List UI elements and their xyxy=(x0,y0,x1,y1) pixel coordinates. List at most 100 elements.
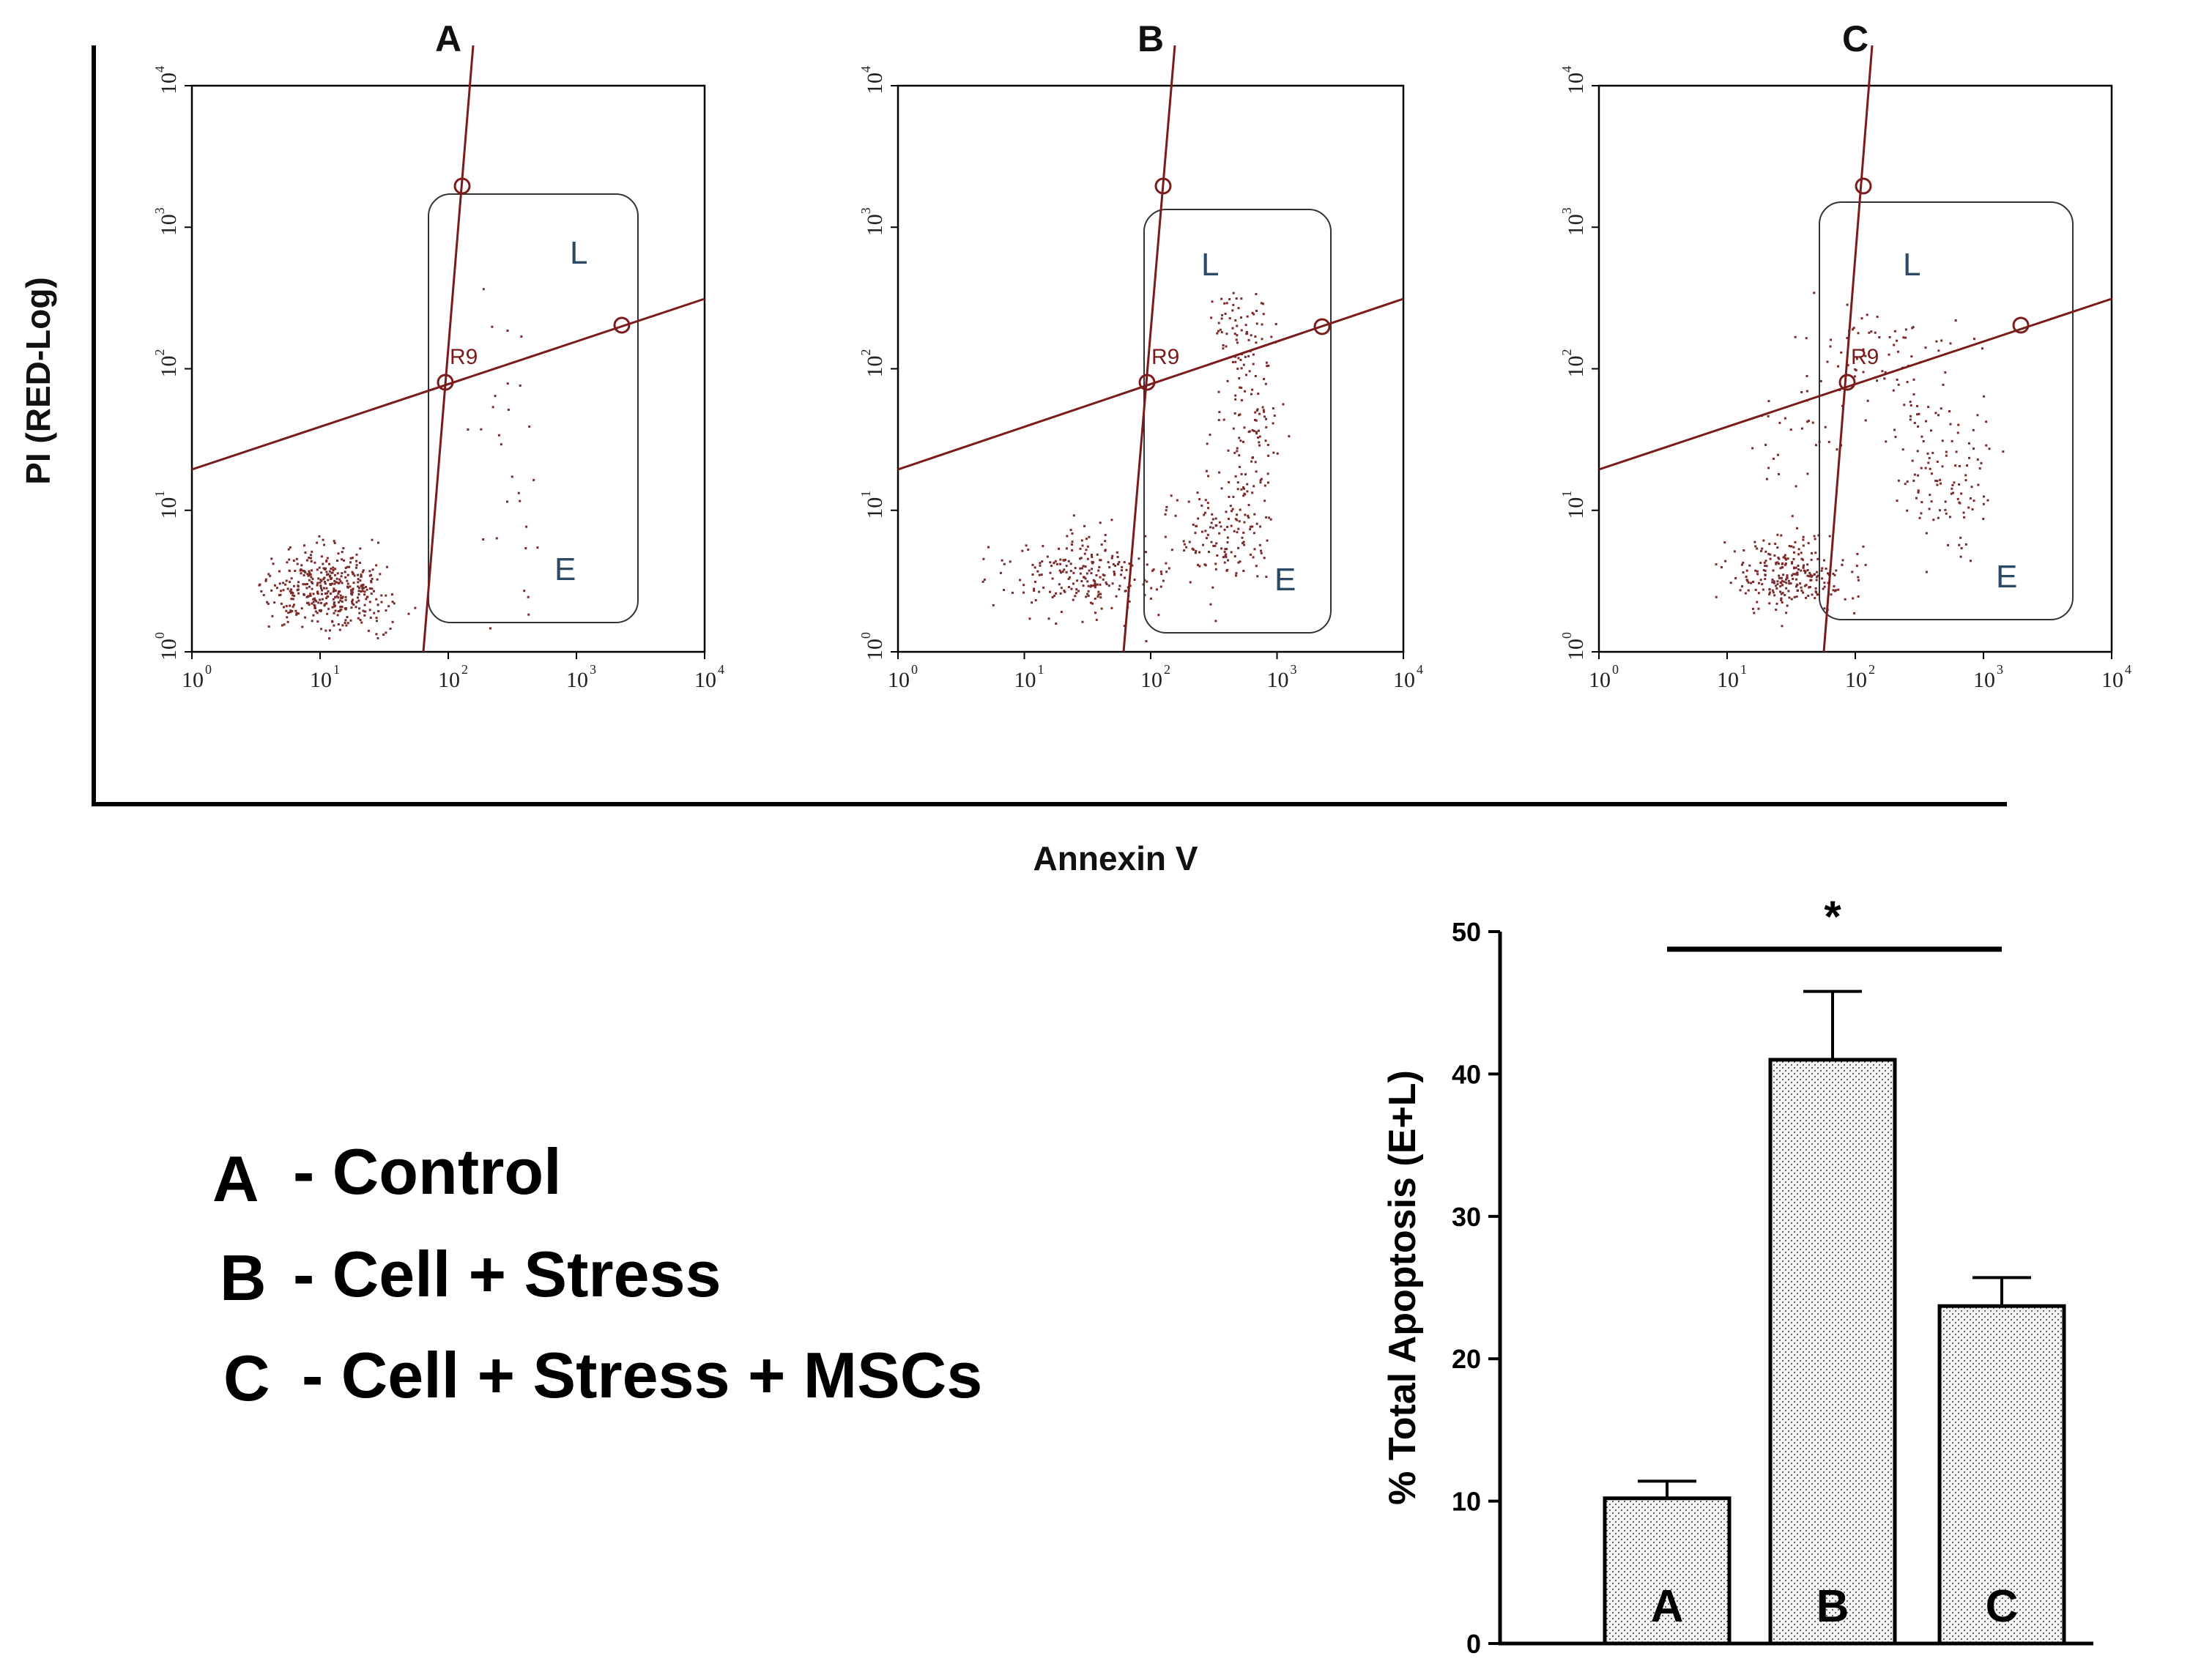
event-dot xyxy=(1236,531,1239,534)
event-dot xyxy=(337,592,340,595)
y-tick-exp: 1 xyxy=(1559,491,1574,497)
event-dot xyxy=(1814,551,1817,554)
event-dot xyxy=(1746,579,1749,582)
event-dot xyxy=(1802,535,1805,538)
event-dot xyxy=(1809,579,1812,582)
event-dot xyxy=(1814,444,1817,447)
event-dot xyxy=(1978,467,1981,470)
event-dot xyxy=(1881,370,1884,373)
event-dot xyxy=(1945,454,1948,457)
event-dot xyxy=(1985,420,1988,423)
event-dot xyxy=(358,561,361,564)
event-dot xyxy=(519,499,522,502)
event-dot xyxy=(1237,357,1240,360)
event-dot xyxy=(1790,545,1793,548)
event-dot xyxy=(1041,560,1044,563)
event-dot xyxy=(352,582,355,584)
event-dot xyxy=(334,568,337,571)
event-dot xyxy=(506,500,509,503)
y-tick-label: 10 xyxy=(863,356,887,378)
event-dot xyxy=(1788,545,1791,548)
event-dot xyxy=(1282,403,1285,406)
event-dot xyxy=(316,590,319,593)
event-dot xyxy=(385,594,387,597)
event-dot xyxy=(1146,563,1148,566)
event-dot xyxy=(324,592,327,595)
event-dot xyxy=(1929,467,1931,470)
event-dot xyxy=(1273,415,1276,417)
event-dot xyxy=(1916,450,1919,453)
event-dot xyxy=(1814,587,1817,590)
event-dot xyxy=(1764,443,1767,446)
event-dot xyxy=(320,579,323,582)
event-dot xyxy=(1906,381,1909,384)
event-dot xyxy=(1220,525,1222,528)
quadrant-label-early: E xyxy=(1274,562,1296,598)
event-dot xyxy=(1945,450,1948,453)
event-dot xyxy=(1876,316,1879,319)
event-dot xyxy=(1967,456,1970,459)
event-dot xyxy=(389,627,392,630)
event-dot xyxy=(1821,567,1824,570)
event-dot xyxy=(287,612,290,614)
event-dot xyxy=(377,610,380,613)
event-dot xyxy=(1729,582,1732,584)
event-dot xyxy=(1254,411,1257,414)
event-dot xyxy=(1025,544,1028,547)
event-dot xyxy=(350,590,353,593)
event-dot xyxy=(1791,562,1794,565)
event-dot xyxy=(1756,547,1759,550)
y-tick-exp: 2 xyxy=(1559,349,1574,356)
event-dot xyxy=(1236,334,1239,337)
event-dot xyxy=(1110,606,1113,609)
event-dot xyxy=(1095,618,1098,621)
event-dot xyxy=(1785,587,1788,590)
event-dot xyxy=(1240,386,1243,389)
event-dot xyxy=(1767,400,1770,403)
event-dot xyxy=(1094,582,1096,585)
event-dot xyxy=(319,584,322,587)
event-dot xyxy=(267,602,270,605)
event-dot xyxy=(1959,555,1962,558)
event-dot xyxy=(1203,511,1206,514)
event-dot xyxy=(1233,530,1236,532)
event-dot xyxy=(1110,519,1113,521)
event-dot xyxy=(1963,516,1966,519)
event-dot xyxy=(310,581,313,584)
event-dot xyxy=(322,567,325,570)
event-dot xyxy=(1210,541,1213,543)
y-tick-label: 10 xyxy=(1564,639,1588,661)
event-dot xyxy=(1972,447,1975,450)
event-dot xyxy=(1247,514,1250,517)
event-dot xyxy=(1084,565,1087,568)
event-dot xyxy=(1242,440,1244,443)
flow-y-axis-title: PI (RED-Log) xyxy=(19,277,57,485)
event-dot xyxy=(1252,430,1255,433)
event-dot xyxy=(1071,532,1074,535)
event-dot xyxy=(1959,502,1962,505)
event-dot xyxy=(1756,601,1759,603)
x-tick-label: 10 xyxy=(1267,668,1289,692)
y-tick-exp: 0 xyxy=(1559,632,1574,639)
event-dot xyxy=(393,602,396,605)
event-dot xyxy=(1806,563,1809,566)
event-dot xyxy=(1218,521,1221,524)
event-dot xyxy=(1131,564,1134,567)
event-dot xyxy=(1797,553,1800,556)
event-dot xyxy=(320,601,323,604)
event-dot xyxy=(1226,568,1229,571)
event-dot xyxy=(1260,302,1263,305)
event-dot xyxy=(1747,589,1750,592)
event-dot xyxy=(1232,495,1235,498)
event-dot xyxy=(350,589,353,592)
event-dot xyxy=(1929,429,1932,432)
event-dot xyxy=(1239,466,1242,469)
event-dot xyxy=(1059,592,1062,595)
event-dot xyxy=(289,609,292,612)
event-dot xyxy=(1764,564,1767,567)
event-dot xyxy=(319,587,322,590)
event-dot xyxy=(340,605,343,608)
event-dot xyxy=(1775,584,1778,587)
event-dot xyxy=(1272,422,1274,425)
event-dot xyxy=(1764,569,1767,572)
